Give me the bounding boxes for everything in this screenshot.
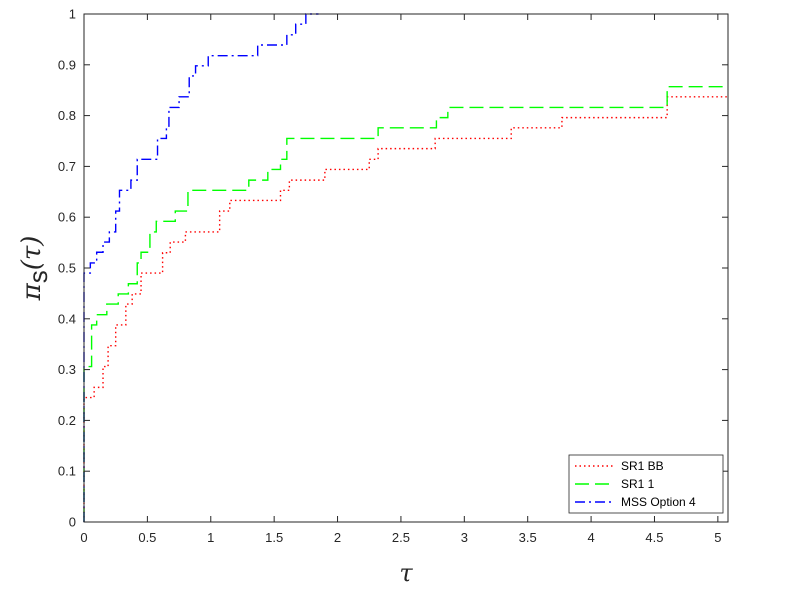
series-line-sr1-bb xyxy=(83,96,728,522)
x-tick-label: 1 xyxy=(207,530,214,545)
x-tick-label: 0 xyxy=(80,530,87,545)
x-tick-label: 3 xyxy=(461,530,468,545)
legend: SR1 BB SR1 1 MSS Option 4 xyxy=(568,454,724,514)
ticks-layer: 0 0.5 1 1.5 2 2.5 3 3.5 4 4.5 5 0 0.1 0.2 0.3 0.4 0.5 0.6… xyxy=(58,7,728,545)
y-tick-label: 0.1 xyxy=(58,464,76,479)
legend-entry-label: SR1 1 xyxy=(621,477,655,491)
y-tick-label: 0.2 xyxy=(58,413,76,428)
legend-box xyxy=(568,454,724,514)
x-tick-label: 0.5 xyxy=(138,530,156,545)
x-tick-label: 2 xyxy=(334,530,341,545)
x-tick-label: 3.5 xyxy=(519,530,537,545)
x-tick-label: 5 xyxy=(714,530,721,545)
x-axis-label: τ xyxy=(399,559,413,587)
y-tick-label: 0.5 xyxy=(58,261,76,276)
x-tick-label: 4 xyxy=(587,530,594,545)
y-axis-label-arg: (τ) xyxy=(17,236,47,271)
y-axis-label-main: π xyxy=(17,282,47,301)
axes-box xyxy=(83,13,729,523)
y-tick-label: 0 xyxy=(69,515,76,530)
y-tick-label: 0.7 xyxy=(58,159,76,174)
y-tick-label: 0.3 xyxy=(58,362,76,377)
series-layer xyxy=(83,13,728,522)
y-tick-label: 0.4 xyxy=(58,311,76,326)
y-tick-label: 0.9 xyxy=(58,57,76,72)
y-tick-label: 0.6 xyxy=(58,210,76,225)
x-tick-label: 1.5 xyxy=(265,530,283,545)
x-tick-label: 4.5 xyxy=(645,530,663,545)
x-tick-label: 2.5 xyxy=(392,530,410,545)
y-axis-label-sub: s xyxy=(23,270,53,283)
y-tick-label: 1 xyxy=(69,7,76,22)
legend-entry-label: SR1 BB xyxy=(621,459,664,473)
legend-entry-label: MSS Option 4 xyxy=(621,495,696,509)
y-tick-label: 0.8 xyxy=(58,108,76,123)
series-line-mss-option-4 xyxy=(83,13,319,522)
y-axis-label: πs(τ) xyxy=(17,236,53,302)
